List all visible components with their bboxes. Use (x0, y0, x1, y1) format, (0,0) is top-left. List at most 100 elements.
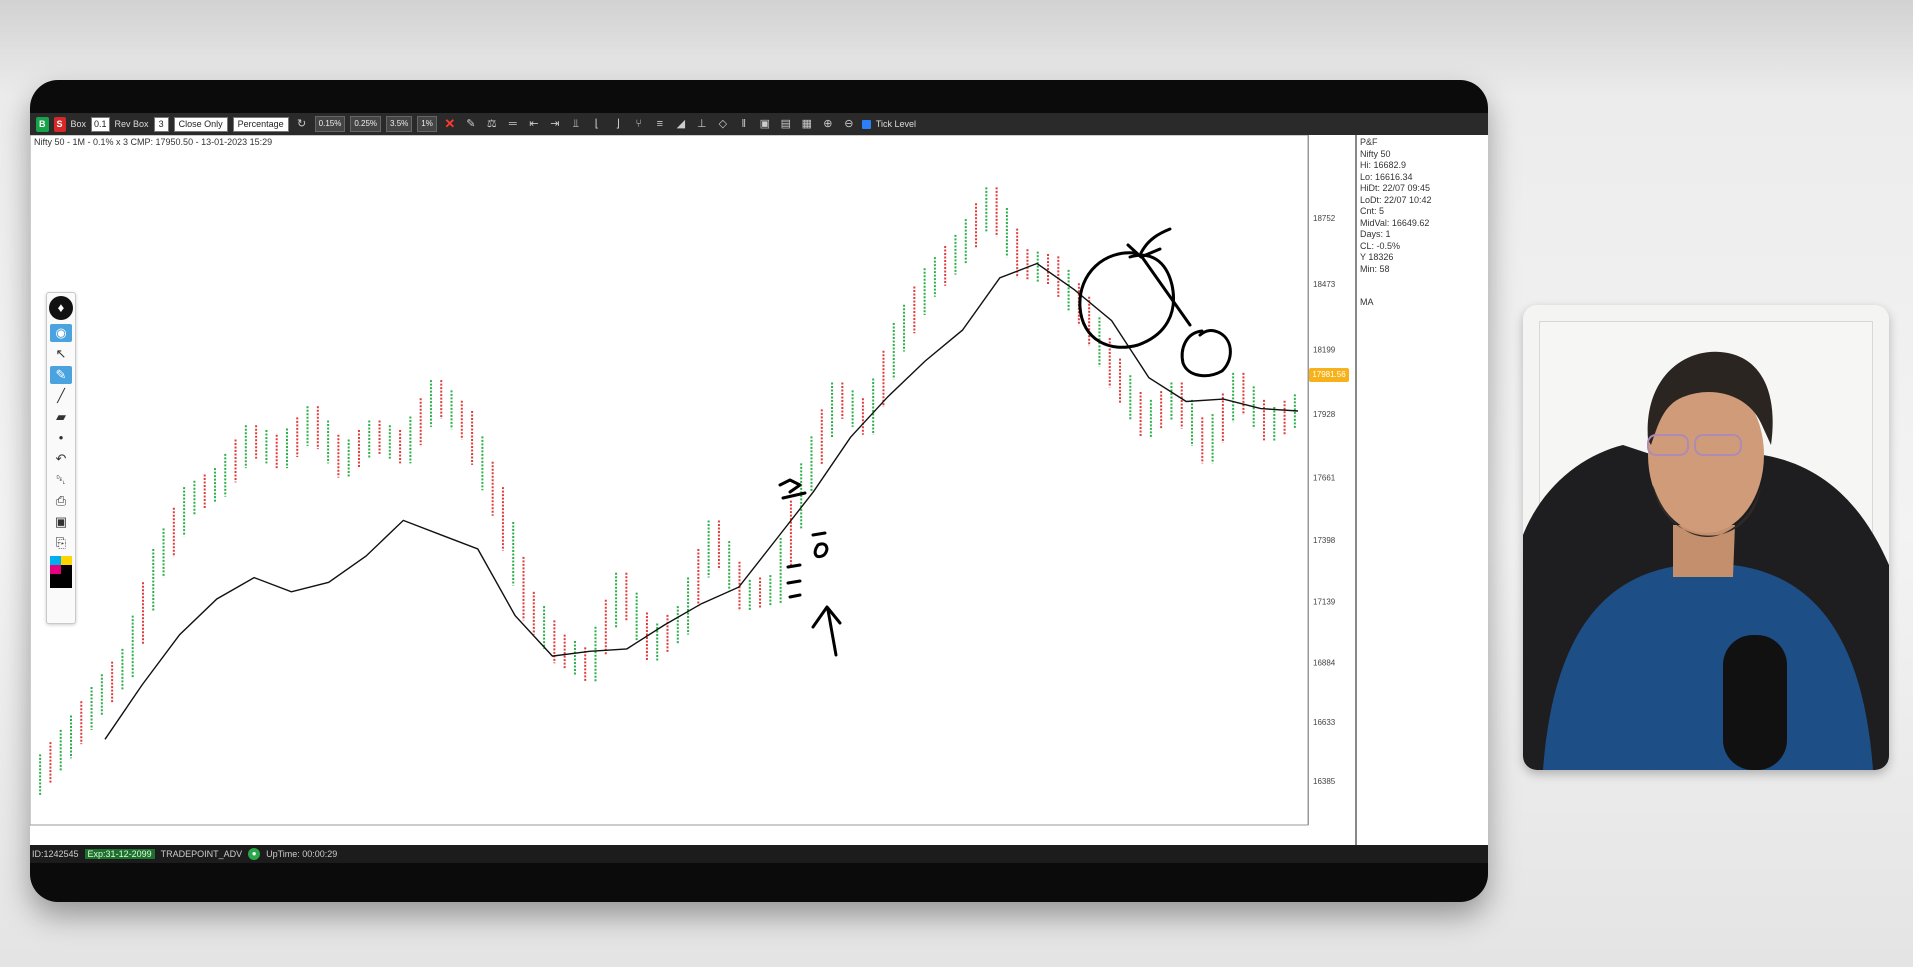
box-icon[interactable]: ▣ (759, 118, 771, 130)
plot-frame (30, 135, 1309, 826)
info-line: Cnt: 5 (1360, 206, 1385, 216)
eraser-tool-icon[interactable]: ✎ (50, 366, 72, 384)
drawing-tool-palette: ♦ ◉ ↖ ✎ ╱ ▰ • ↶ ␡ ⎙ ▣ ⎘ (46, 292, 76, 624)
camera-icon[interactable]: ▣ (54, 514, 68, 529)
price-tick-label: 18473 (1313, 280, 1336, 289)
buy-button[interactable]: B (36, 116, 49, 132)
clipboard-icon[interactable]: ⎘ (55, 535, 67, 550)
box-size-input[interactable]: 0.1 (91, 116, 110, 132)
current-price-tag: 17981.56 (1309, 368, 1349, 382)
bracket-left-icon[interactable]: ⌊ (594, 118, 599, 130)
eraser-icon[interactable]: ◇ (718, 118, 728, 130)
price-tick-label: 18752 (1313, 214, 1336, 223)
shirt-shape (1543, 565, 1873, 770)
info-line: Lo: 16616.34 (1360, 171, 1413, 182)
pct-preset-0[interactable]: 0.15% (314, 116, 346, 132)
pen-icon[interactable]: ╱ (57, 388, 65, 403)
presenter-image (1523, 351, 1889, 770)
fork-icon[interactable]: ⑂ (635, 118, 643, 130)
info-line: LoDt: 22/07 10:42 (1360, 194, 1432, 205)
webcam-overlay (1523, 305, 1889, 770)
arrow-right-icon[interactable]: ⇥ (550, 118, 560, 130)
moving-average-line (104, 262, 1299, 740)
price-tick-label: 16633 (1313, 718, 1336, 727)
tick-level-checkbox[interactable] (861, 119, 871, 129)
eye-icon[interactable]: ◉ (50, 324, 72, 342)
price-tick-label: 18199 (1313, 345, 1336, 354)
neck-shape (1673, 525, 1735, 577)
sell-button[interactable]: S (53, 116, 66, 132)
pnf-chart-svg[interactable]: 18752 18473 18199 17928 17661 17398 17139 16884… (30, 135, 1488, 845)
annotation-diagonal-line (1140, 255, 1192, 327)
ruler-icon[interactable]: ⚖ (486, 118, 497, 130)
chart-area[interactable]: Nifty 50 - 1M - 0.1% x 3 CMP: 17950.50 -… (30, 135, 1488, 845)
arrow-left-icon[interactable]: ⇤ (529, 118, 539, 130)
status-bar: ID:1242545 Exp:31-12-2099 TRADEPOINT_ADV… (30, 845, 1488, 863)
info-line: HiDt: 22/07 09:45 (1360, 183, 1431, 193)
swatch-black-large[interactable] (50, 574, 72, 588)
pct-preset-2[interactable]: 3.5% (386, 116, 413, 132)
highlighter-icon[interactable]: ▰ (56, 409, 66, 424)
app-logo-icon: ♦ (49, 296, 73, 320)
pencil-icon[interactable]: ✎ (466, 118, 476, 130)
glasses-left (1647, 434, 1689, 456)
grid-icon[interactable]: ▦ (801, 118, 813, 130)
price-mode-select[interactable]: Close Only (173, 116, 228, 132)
status-id: ID:1242545 (32, 849, 79, 859)
annotation-small-circle (1180, 329, 1232, 378)
info-panel-divider[interactable] (1355, 135, 1357, 845)
undo-icon[interactable]: ↶ (55, 451, 67, 466)
price-tick-label: 17928 (1313, 410, 1336, 419)
info-line: Days: 1 (1360, 229, 1391, 239)
fib-icon[interactable]: ◢ (676, 118, 686, 130)
split-icon[interactable]: ⫫ (572, 118, 579, 130)
info-panel: P&F Nifty 50 Hi: 16682.9 Lo: 16616.34 Hi… (1360, 137, 1432, 309)
chart-info-line: Nifty 50 - 1M - 0.1% x 3 CMP: 17950.50 -… (34, 137, 273, 147)
info-line: CL: -0.5% (1360, 240, 1401, 251)
annotation-scribble-2 (811, 531, 829, 559)
bracket-right-icon[interactable]: ⌋ (615, 118, 620, 130)
microphone-shape (1723, 635, 1787, 770)
info-line: Nifty 50 (1360, 148, 1391, 159)
annotation-arrow-top (1126, 227, 1172, 259)
tick-level-label: Tick Level (875, 119, 916, 129)
trash-icon[interactable]: ␡ (55, 472, 67, 487)
channel-icon[interactable]: ≡ (656, 118, 664, 130)
ma-label: MA (1360, 297, 1374, 307)
connection-icon: ● (248, 848, 261, 860)
trendline-icon[interactable]: ═ (508, 118, 517, 130)
info-line: Hi: 16682.9 (1360, 160, 1407, 170)
status-uptime: UpTime: 00:00:29 (266, 849, 338, 859)
pct-preset-1[interactable]: 0.25% (350, 116, 382, 132)
box-label: Box (70, 119, 87, 129)
chart-toolbar: B S Box 0.1 Rev Box 3 Close Only Percent… (30, 113, 1488, 135)
status-product: TRADEPOINT_ADV (160, 849, 243, 859)
box-type-select[interactable]: Percentage (232, 116, 289, 132)
rev-box-select[interactable]: 3 (153, 116, 169, 132)
price-tick-label: 16385 (1313, 777, 1336, 786)
dot-icon[interactable]: • (58, 430, 64, 445)
cursor-icon[interactable]: ↖ (55, 346, 67, 361)
print-icon[interactable]: ⎙ (55, 493, 67, 508)
swatch-cyan[interactable] (50, 556, 61, 565)
info-line: MidVal: 16649.62 (1360, 217, 1430, 228)
zoom-out-icon[interactable]: ⊖ (844, 118, 854, 130)
swatch-black[interactable] (61, 565, 72, 574)
swatch-yellow[interactable] (61, 556, 72, 565)
price-axis: 18752 18473 18199 17928 17661 17398 17139 16884… (1313, 214, 1336, 786)
zoom-in-icon[interactable]: ⊕ (823, 118, 833, 130)
info-line: P&F (1360, 137, 1378, 147)
swatch-magenta[interactable] (50, 565, 61, 574)
panel-icon[interactable]: ▤ (780, 118, 792, 130)
hand-drawn-annotations (778, 227, 1232, 657)
refresh-icon[interactable]: ↻ (297, 118, 307, 130)
spacing-icon[interactable]: ‖ (741, 118, 747, 130)
close-icon[interactable]: ✕ (444, 116, 456, 131)
color-swatches[interactable] (50, 556, 72, 588)
pct-preset-3[interactable]: 1% (417, 116, 437, 132)
tick-icon[interactable]: ⊥ (697, 118, 707, 130)
info-line: Min: 58 (1360, 263, 1390, 274)
annotation-large-circle (1078, 251, 1175, 349)
annotation-scribble-1 (778, 478, 807, 500)
annotation-scribble-3 (786, 563, 802, 599)
